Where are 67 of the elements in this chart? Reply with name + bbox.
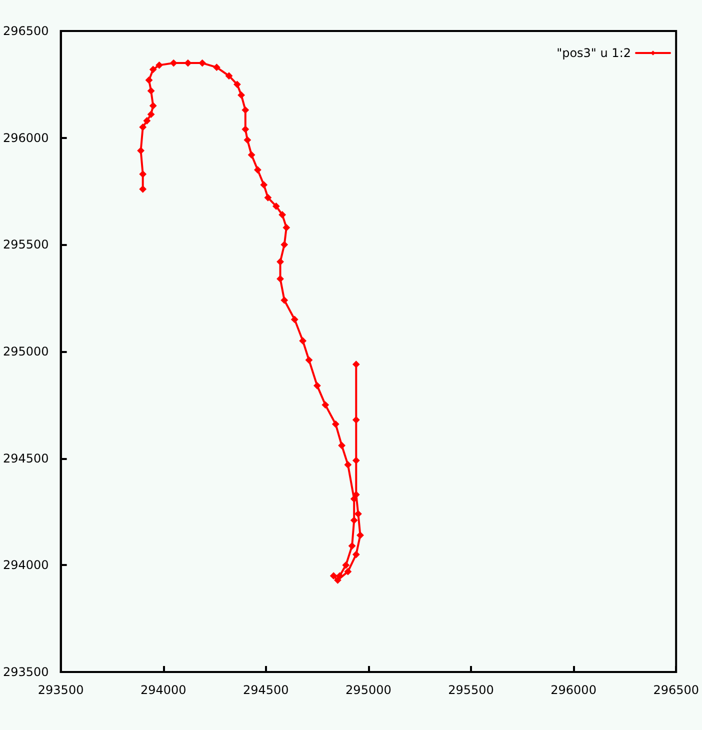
y-tick-label: 295000 [2, 344, 49, 358]
x-tick-label: 293500 [38, 683, 84, 697]
point [280, 241, 288, 248]
point [332, 420, 340, 428]
x-tick-label: 295000 [346, 683, 392, 697]
y-tick-label: 293500 [2, 665, 49, 679]
point [150, 66, 157, 73]
point [242, 126, 249, 133]
point [354, 510, 362, 518]
point [238, 92, 245, 99]
point [254, 166, 262, 174]
point [344, 461, 352, 468]
point [150, 102, 157, 110]
point [148, 87, 155, 94]
point [139, 170, 146, 178]
point [184, 60, 192, 67]
point [143, 117, 150, 124]
y-tick-label: 296000 [2, 130, 49, 145]
point [348, 542, 356, 550]
y-tick-label: 294500 [2, 451, 49, 466]
point [291, 316, 298, 323]
y-tick-label: 294000 [2, 558, 49, 572]
point [225, 72, 232, 80]
point [352, 550, 360, 558]
point [334, 576, 342, 584]
point [146, 76, 152, 84]
point [272, 202, 280, 210]
x-tick-label: 296500 [653, 683, 699, 697]
x-tick-label: 294000 [140, 683, 186, 697]
point [213, 64, 220, 71]
point [260, 181, 268, 188]
point [234, 80, 241, 88]
point [350, 516, 358, 524]
point [352, 416, 360, 424]
y-tick-label: 296500 [2, 24, 49, 38]
point [344, 568, 352, 576]
point [264, 194, 272, 202]
point [170, 60, 178, 67]
legend-label: "pos3" u 1:2 [556, 46, 631, 60]
point [352, 456, 360, 464]
point [322, 401, 329, 408]
point [276, 258, 284, 266]
point [276, 275, 284, 282]
point [198, 60, 206, 67]
point [342, 562, 350, 569]
point [244, 136, 251, 144]
point [148, 110, 155, 118]
point [137, 147, 144, 154]
x-tick-label: 294500 [243, 683, 289, 697]
x-tick-label: 296000 [550, 683, 596, 697]
point [139, 124, 146, 131]
point [330, 572, 338, 580]
point [139, 186, 146, 193]
point [314, 382, 321, 390]
point [356, 532, 364, 539]
point [242, 106, 249, 114]
point [282, 224, 290, 232]
point [248, 151, 256, 158]
y-tick-label: 295500 [2, 238, 49, 252]
point [278, 211, 286, 218]
point [280, 296, 288, 304]
point [156, 62, 163, 69]
point [305, 356, 312, 364]
point [338, 442, 346, 450]
x-tick-label: 295500 [448, 683, 494, 697]
point [299, 337, 306, 344]
point [352, 360, 360, 368]
